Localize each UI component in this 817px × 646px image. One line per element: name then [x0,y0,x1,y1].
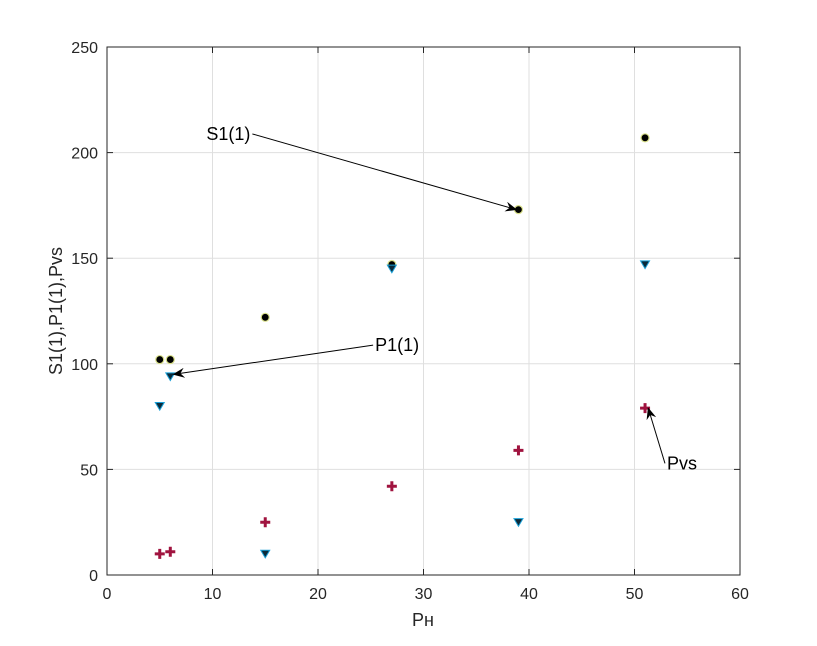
y-tick-label: 0 [89,568,98,585]
data-point-triangle [154,401,166,412]
y-axis-label: S1(1),P1(1),Pvs [46,247,66,375]
y-tick-label: 200 [71,146,98,163]
data-point-plus [386,481,397,492]
annotation-arrow [172,344,374,378]
y-tick-label: 50 [80,462,98,479]
x-tick-label: 50 [626,586,644,603]
data-point-triangle [386,264,398,274]
annotation-label: P1(1) [375,335,419,355]
annotation-label: Pvs [667,453,697,473]
data-point-circle [165,354,175,365]
grid [107,47,740,575]
annotations: S1(1) P1(1) Pvs [172,124,697,473]
series-3 [154,403,651,559]
y-tick-label: 100 [71,357,98,374]
data-point-circle [260,312,270,322]
annotation-arrow [252,133,518,212]
data-point-circle [155,354,165,365]
data-point-plus [165,546,176,557]
y-tick-label: 150 [71,251,98,268]
x-tick-label: 0 [103,586,112,603]
x-tick-label: 20 [309,586,327,603]
x-tick-label: 40 [520,586,538,603]
data-point-triangle [259,549,271,559]
data-point-circle [640,133,650,143]
data-point-triangle [513,518,524,528]
annotation-arrow [646,407,666,464]
x-tick-label: 30 [415,586,433,603]
data-point-plus [154,548,165,559]
annotation-label: S1(1) [206,124,250,144]
data-point-plus [260,517,271,528]
x-axis-label: Pн [412,610,434,630]
y-tick-label: 250 [71,40,98,57]
ticks: 0 10 20 30 40 50 60 0 50 100 150 200 250 [71,40,749,603]
x-tick-label: 60 [731,586,749,603]
data-point-plus [513,445,524,456]
x-tick-label: 10 [204,586,222,603]
data-point-triangle [639,260,651,270]
